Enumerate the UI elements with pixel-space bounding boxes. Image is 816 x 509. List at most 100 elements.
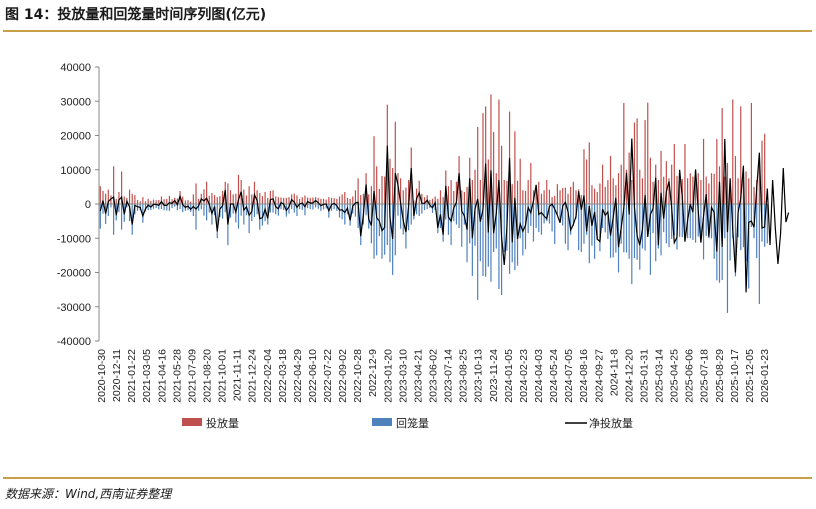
withdraw-bar <box>415 204 418 215</box>
inject-bar <box>527 180 529 204</box>
withdraw-bar <box>216 204 218 239</box>
inject-bar <box>633 122 636 204</box>
withdraw-bar <box>240 204 242 216</box>
withdraw-bar <box>187 204 189 211</box>
x-tick-label: 2024-12-20 <box>623 349 635 403</box>
withdraw-bar <box>681 204 683 238</box>
withdraw-bar <box>660 204 662 256</box>
x-tick-label: 2022-03-18 <box>277 349 289 403</box>
inject-bar <box>548 189 551 204</box>
inject-bar <box>660 150 662 204</box>
withdraw-bar <box>572 204 574 226</box>
withdraw-bar <box>400 204 402 229</box>
inject-bar <box>139 201 141 204</box>
withdraw-bar <box>280 204 282 210</box>
withdraw-bar <box>105 204 107 224</box>
inject-bar <box>665 161 667 204</box>
inject-bar <box>150 200 152 204</box>
inject-bar <box>594 188 596 204</box>
time-series-chart: 40000 30000 20000 10000 0 -10000 -20000 -30000 -… <box>57 62 790 430</box>
inject-bar <box>99 186 101 204</box>
bottom-rule <box>3 477 812 479</box>
withdraw-bar <box>477 204 479 300</box>
inject-bar <box>285 197 287 204</box>
inject-bar <box>764 133 766 204</box>
inject-bar <box>599 183 601 204</box>
inject-bar <box>439 190 442 204</box>
withdraw-bar <box>394 204 396 256</box>
x-tick-label: 2021-04-16 <box>156 349 168 403</box>
inject-bar <box>296 195 298 204</box>
x-tick-label: 2022-09-02 <box>337 349 349 403</box>
withdraw-bar <box>463 204 465 225</box>
inject-bar <box>299 198 301 204</box>
withdraw-bar <box>671 204 673 239</box>
withdraw-bar <box>548 204 551 224</box>
inject-bar <box>131 193 133 204</box>
withdraw-bar <box>700 204 702 242</box>
inject-bar <box>758 162 760 204</box>
x-tick-label: 2024-08-16 <box>578 349 590 403</box>
inject-bar <box>620 164 622 204</box>
withdraw-bar <box>131 204 133 235</box>
inject-bar <box>264 192 266 204</box>
withdraw-bar <box>450 204 452 246</box>
inject-bar <box>692 176 694 204</box>
withdraw-bar <box>564 204 566 244</box>
withdraw-bar <box>283 204 285 211</box>
withdraw-bar <box>756 204 758 259</box>
inject-bar <box>668 178 670 204</box>
withdraw-bar <box>275 204 277 215</box>
withdraw-bar <box>426 204 428 210</box>
withdraw-bar <box>673 204 675 236</box>
inject-bar <box>466 186 468 205</box>
inject-bar <box>647 102 649 204</box>
withdraw-bar <box>384 204 386 255</box>
inject-bar <box>554 195 556 204</box>
x-tick-label: 2025-10-17 <box>729 349 741 403</box>
x-tick-label: 2025-01-31 <box>638 349 650 403</box>
inject-bar <box>134 195 136 204</box>
inject-bar <box>514 131 516 204</box>
inject-bar <box>221 190 224 204</box>
withdraw-bar <box>277 204 279 216</box>
withdraw-bar <box>567 204 569 251</box>
inject-bar <box>636 118 638 205</box>
withdraw-bar <box>423 204 426 211</box>
withdraw-bar <box>293 204 295 213</box>
inject-bar <box>596 192 598 204</box>
withdraw-bar <box>314 204 317 208</box>
inject-bar <box>726 162 729 204</box>
withdraw-bar <box>322 204 325 210</box>
inject-bar <box>198 198 200 204</box>
withdraw-bar <box>649 204 652 275</box>
inject-bar <box>248 186 250 204</box>
legend: 投放量 回笼量 净投放量 <box>182 416 633 430</box>
withdraw-bar <box>442 204 444 242</box>
withdraw-bar <box>708 204 710 239</box>
withdraw-bar <box>519 204 521 239</box>
inject-bar <box>617 173 620 204</box>
inject-bar <box>657 180 659 204</box>
inject-bar <box>689 173 691 204</box>
inject-bar <box>152 199 155 204</box>
inject-bar <box>431 198 434 204</box>
withdraw-bar <box>386 204 388 246</box>
withdraw-bar <box>495 204 497 249</box>
withdraw-bar <box>330 204 333 211</box>
withdraw-bar <box>628 204 630 259</box>
x-tick-label: 2023-01-20 <box>382 349 394 403</box>
withdraw-bar <box>264 204 266 222</box>
inject-bar <box>407 180 410 204</box>
inject-bar <box>344 192 346 204</box>
inject-bar <box>607 180 609 204</box>
withdraw-bar <box>745 204 747 262</box>
inject-bar <box>378 188 380 204</box>
inject-bar <box>748 178 750 204</box>
inject-bar <box>237 174 240 204</box>
inject-bar <box>474 169 476 204</box>
x-tick-label: 2021-11-11 <box>232 349 244 401</box>
withdraw-bar <box>203 204 205 216</box>
inject-bar <box>535 188 537 204</box>
withdraw-bar <box>237 204 240 229</box>
